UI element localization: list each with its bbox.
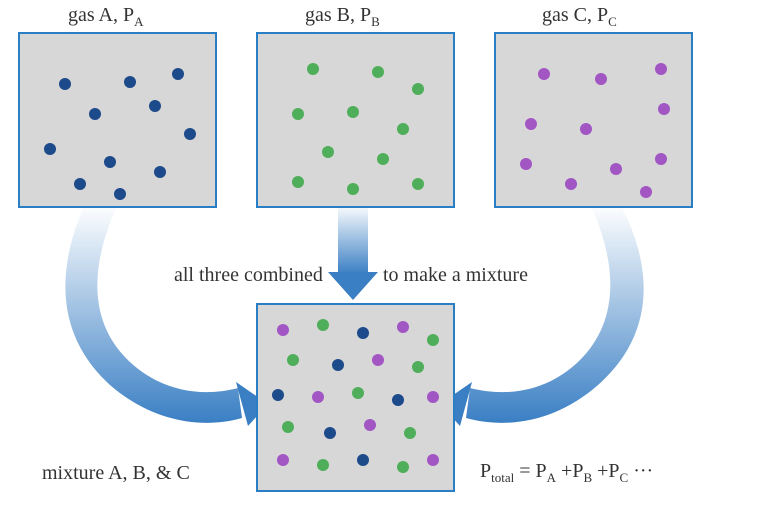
particle-dot xyxy=(154,166,166,178)
particle-dot xyxy=(580,123,592,135)
particle-dot xyxy=(74,178,86,190)
particle-dot xyxy=(347,183,359,195)
particle-dot xyxy=(292,176,304,188)
gas-c-p-sym: P xyxy=(597,4,608,26)
particle-dot xyxy=(184,128,196,140)
gas-a-p-sym: P xyxy=(123,4,134,26)
gas-c-p-sub: C xyxy=(608,14,617,29)
particle-dot xyxy=(149,100,161,112)
particle-dot xyxy=(655,153,667,165)
particle-dot xyxy=(397,461,409,473)
gas-c-box xyxy=(494,32,693,208)
arrow-middle xyxy=(328,204,378,300)
particle-dot xyxy=(372,354,384,366)
particle-dot xyxy=(655,63,667,75)
particle-dot xyxy=(347,106,359,118)
mixture-label-text: mixture A, B, & C xyxy=(42,462,190,484)
particle-dot xyxy=(332,359,344,371)
particle-dot xyxy=(377,153,389,165)
particle-dot xyxy=(357,454,369,466)
particle-dot xyxy=(412,178,424,190)
particle-dot xyxy=(307,63,319,75)
particle-dot xyxy=(658,103,670,115)
particle-dot xyxy=(357,327,369,339)
gas-b-p-sub: B xyxy=(371,14,380,29)
particle-dot xyxy=(104,156,116,168)
particle-dot xyxy=(610,163,622,175)
total-pressure-formula: Ptotal = PA +PB +PC ··· xyxy=(480,460,653,486)
particle-dot xyxy=(412,83,424,95)
mixture-label: mixture A, B, & C xyxy=(42,462,190,485)
particle-dot xyxy=(324,427,336,439)
gas-c-label-text: gas C, xyxy=(542,4,597,26)
particle-dot xyxy=(412,361,424,373)
particle-dot xyxy=(114,188,126,200)
particle-dot xyxy=(124,76,136,88)
particle-dot xyxy=(287,354,299,366)
particle-dot xyxy=(317,459,329,471)
particle-dot xyxy=(277,454,289,466)
particle-dot xyxy=(520,158,532,170)
particle-dot xyxy=(292,108,304,120)
particle-dot xyxy=(372,66,384,78)
particle-dot xyxy=(397,321,409,333)
particle-dot xyxy=(352,387,364,399)
particle-dot xyxy=(317,319,329,331)
gas-a-p-sub: A xyxy=(134,14,143,29)
particle-dot xyxy=(427,454,439,466)
arrow-right xyxy=(440,204,644,426)
particle-dot xyxy=(538,68,550,80)
particle-dot xyxy=(322,146,334,158)
caption-left-text: all three combined xyxy=(174,264,323,286)
gas-b-p-sym: P xyxy=(360,4,371,26)
particle-dot xyxy=(59,78,71,90)
particle-dot xyxy=(525,118,537,130)
caption-right-text: to make a mixture xyxy=(383,264,528,286)
mixture-box xyxy=(256,303,455,492)
particle-dot xyxy=(404,427,416,439)
gas-b-label-text: gas B, xyxy=(305,4,360,26)
particle-dot xyxy=(595,73,607,85)
particle-dot xyxy=(392,394,404,406)
gas-a-box xyxy=(18,32,217,208)
particle-dot xyxy=(282,421,294,433)
particle-dot xyxy=(427,334,439,346)
gas-b-box xyxy=(256,32,455,208)
particle-dot xyxy=(364,419,376,431)
particle-dot xyxy=(427,391,439,403)
particle-dot xyxy=(397,123,409,135)
particle-dot xyxy=(44,143,56,155)
particle-dot xyxy=(277,324,289,336)
particle-dot xyxy=(565,178,577,190)
gas-a-label-text: gas A, xyxy=(68,4,123,26)
particle-dot xyxy=(312,391,324,403)
particle-dot xyxy=(640,186,652,198)
particle-dot xyxy=(272,389,284,401)
gas-a-label: gas A, PA xyxy=(68,4,144,30)
caption-left: all three combined xyxy=(174,264,323,287)
particle-dot xyxy=(172,68,184,80)
arrow-left xyxy=(65,204,268,426)
gas-b-label: gas B, PB xyxy=(305,4,380,30)
caption-right: to make a mixture xyxy=(383,264,528,287)
particle-dot xyxy=(89,108,101,120)
gas-c-label: gas C, PC xyxy=(542,4,617,30)
